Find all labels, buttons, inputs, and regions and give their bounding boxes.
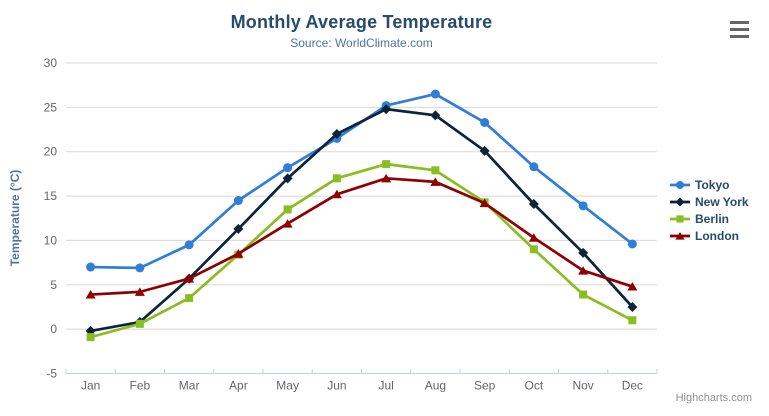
x-axis-label: Aug [425, 379, 446, 393]
chart-title: Monthly Average Temperature [230, 12, 493, 32]
square-marker [86, 333, 95, 342]
series-line [89, 162, 634, 339]
legend-item-london[interactable]: London [670, 227, 749, 244]
triangle-marker [233, 249, 244, 258]
diamond-marker [282, 173, 293, 184]
legend-item-berlin[interactable]: Berlin [670, 210, 749, 227]
x-axis-label: Jan [81, 379, 100, 393]
legend-item-new-york[interactable]: New York [670, 193, 749, 210]
square-marker [529, 245, 538, 254]
triangle-marker [134, 287, 145, 296]
triangle-marker [184, 274, 195, 283]
series-new-york [85, 104, 638, 336]
legend-label: Tokyo [695, 177, 730, 192]
y-axis-label: 30 [44, 56, 58, 70]
x-axis-label: Jun [327, 379, 346, 393]
triangle-marker [578, 266, 589, 275]
series-tokyo [86, 89, 637, 273]
circle-marker [430, 89, 440, 99]
x-axis-label: Mar [179, 379, 200, 393]
square-marker [431, 166, 440, 175]
chart-subtitle: Source: WorldClimate.com [290, 36, 433, 50]
circle-legend-icon [670, 180, 690, 189]
diamond-marker [578, 247, 589, 258]
hamburger-icon [730, 28, 749, 31]
x-axis-label: May [276, 379, 299, 393]
credits-link[interactable]: Highcharts.com [675, 392, 752, 404]
legend-label: New York [695, 194, 749, 209]
hamburger-icon [730, 21, 749, 24]
triangle-marker [479, 198, 490, 208]
circle-marker [233, 196, 243, 206]
circle-marker [86, 262, 96, 272]
legend-label: Berlin [695, 211, 730, 226]
series-line [89, 107, 634, 333]
diamond-marker [479, 145, 490, 156]
triangle-marker [381, 173, 392, 183]
triangle-marker [282, 219, 293, 228]
y-axis-label: 0 [50, 322, 57, 336]
triangle-marker [331, 189, 342, 199]
x-axis-label: Apr [229, 379, 248, 393]
legend-label: London [695, 228, 739, 243]
hamburger-icon [730, 35, 749, 38]
triangle-legend-icon [670, 231, 690, 240]
diamond-marker [528, 199, 539, 210]
x-axis-label: Oct [525, 379, 544, 393]
triangle-marker [528, 233, 539, 242]
circle-marker [627, 239, 637, 249]
square-marker [283, 205, 292, 214]
x-axis-label: Sep [474, 379, 496, 393]
y-axis-label: 15 [44, 189, 58, 203]
diamond-marker [381, 104, 392, 115]
y-axis-label: 10 [44, 233, 58, 247]
square-marker [135, 319, 144, 328]
x-axis-label: Dec [622, 379, 643, 393]
diamond-marker [233, 223, 244, 234]
square-marker [579, 290, 588, 299]
y-axis-label: 25 [44, 100, 58, 114]
circle-marker [135, 263, 145, 273]
diamond-marker [627, 301, 638, 312]
context-menu-button[interactable] [730, 21, 750, 41]
circle-marker [529, 162, 539, 172]
circle-marker [480, 117, 490, 127]
triangle-marker [627, 282, 638, 291]
square-marker [628, 316, 637, 325]
legend: Tokyo New York Berlin London [670, 176, 749, 244]
triangle-marker [85, 290, 96, 299]
x-axis-label: Jul [378, 379, 393, 393]
series-line [89, 176, 634, 296]
circle-marker [184, 240, 194, 250]
circle-marker [578, 201, 588, 211]
circle-marker [283, 163, 293, 173]
series-london [85, 173, 638, 299]
square-marker [382, 160, 391, 169]
x-axis-label: Nov [572, 379, 593, 393]
diamond-marker [430, 110, 441, 121]
legend-item-tokyo[interactable]: Tokyo [670, 176, 749, 193]
triangle-marker [430, 177, 441, 186]
y-axis-label: 20 [44, 145, 58, 159]
y-axis-label: 5 [50, 278, 57, 292]
y-axis-title: Temperature (°C) [8, 169, 22, 267]
square-legend-icon [670, 214, 690, 223]
x-axis-label: Feb [130, 379, 151, 393]
square-marker [185, 294, 194, 303]
diamond-legend-icon [670, 197, 690, 206]
square-marker [332, 174, 341, 183]
y-axis-label: -5 [46, 367, 57, 381]
diamond-marker [331, 128, 342, 139]
